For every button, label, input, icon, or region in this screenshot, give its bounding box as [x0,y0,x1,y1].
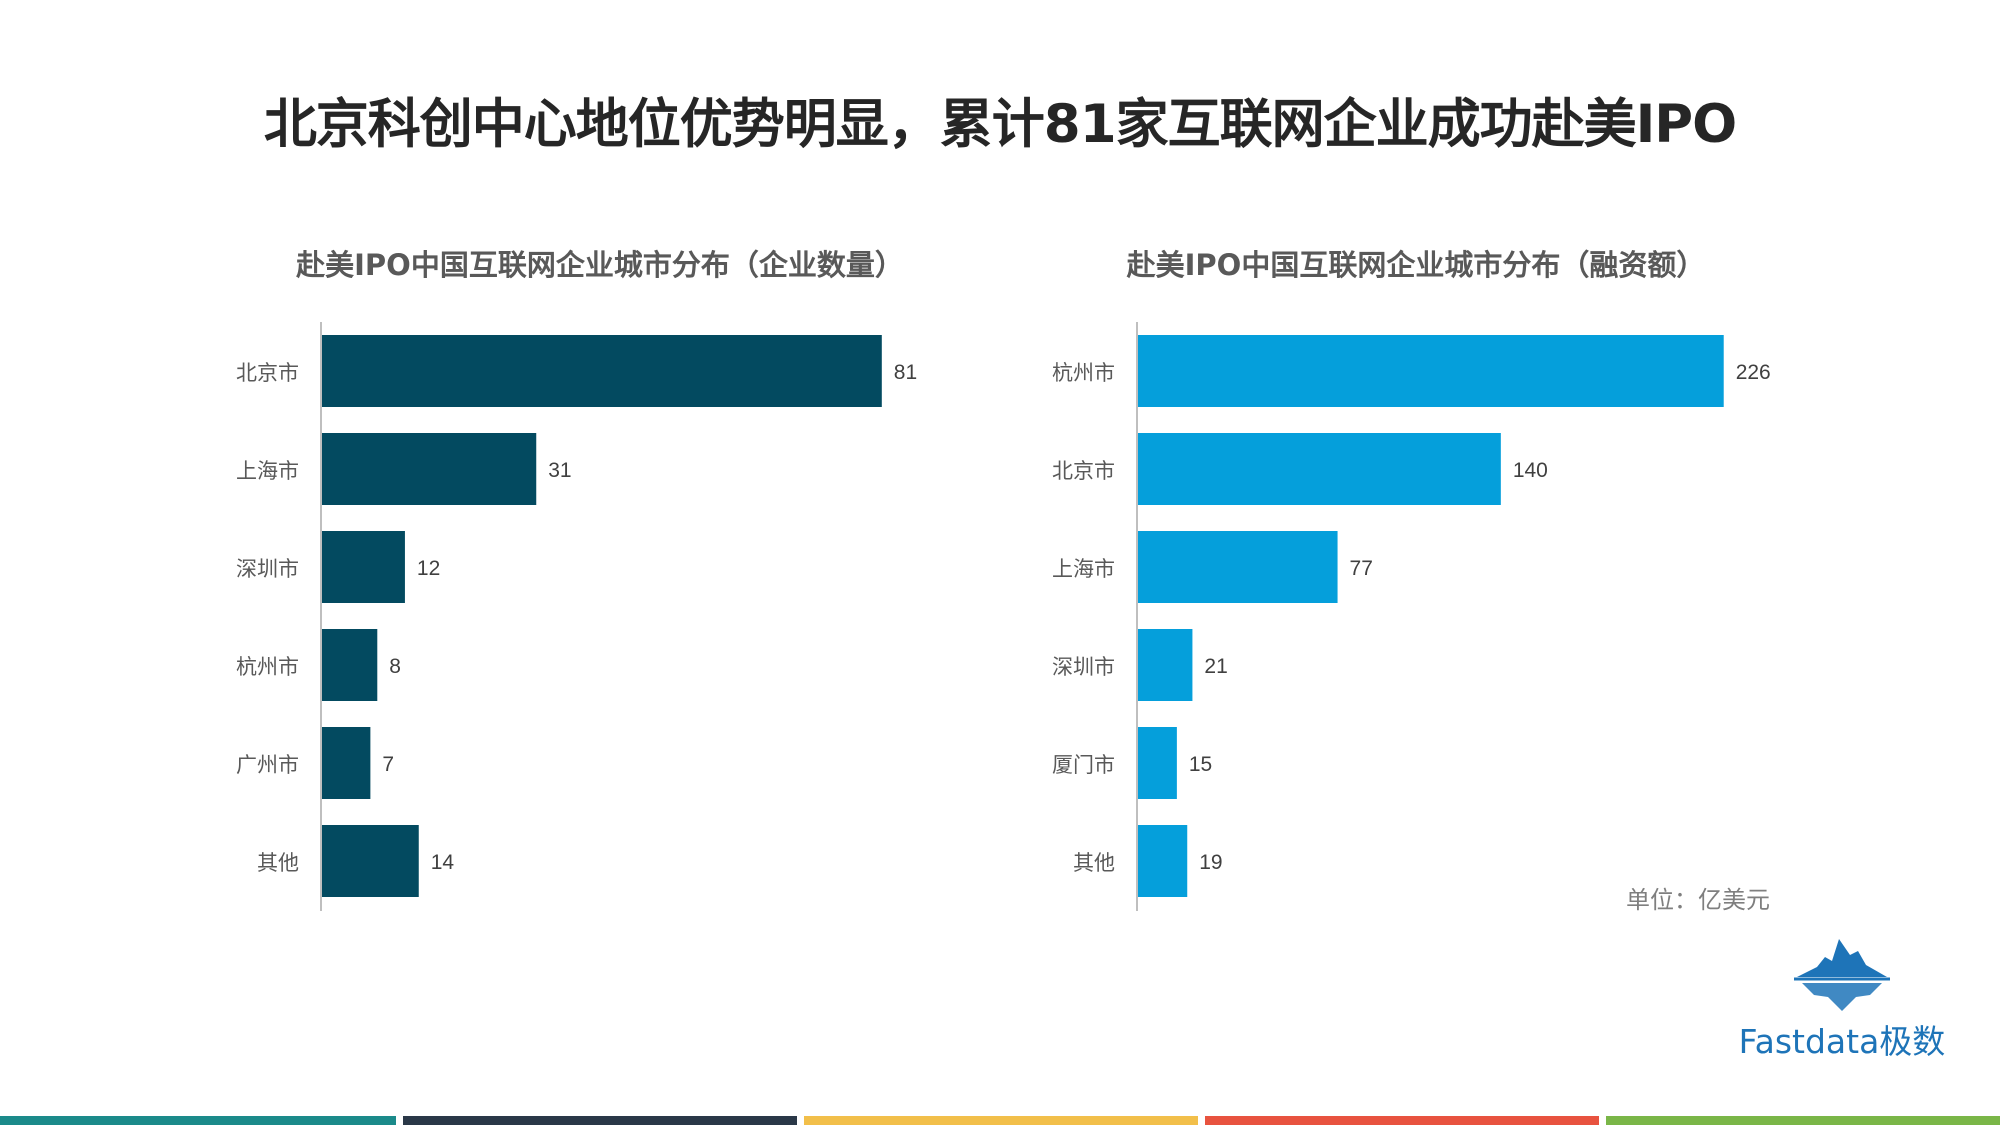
bar [1138,825,1188,897]
bar [1138,629,1193,701]
data-label: 19 [1199,851,1222,874]
category-label: 其他 [1073,851,1115,875]
bar-chart-svg: 北京市 81 上海市 31 深圳市 12 杭州市 8 广州市 7 其他 14 [236,322,917,911]
data-label: 15 [1189,753,1212,776]
data-label: 7 [382,753,394,776]
bar [322,727,371,799]
logo-text: Fastdata极数 [1738,1022,1946,1061]
bar [1138,531,1338,603]
chart-title: 赴美IPO中国互联网企业城市分布（企业数量） [296,248,904,282]
category-label: 北京市 [236,361,299,385]
bar-chart-svg: 杭州市 226 北京市 140 上海市 77 深圳市 21 厦门市 15 其他 19 [1052,322,1771,911]
footer-bar [804,1116,1198,1125]
category-label: 厦门市 [1052,753,1115,777]
category-label: 上海市 [1052,557,1115,581]
bar [322,433,537,505]
footer-bar [0,1116,396,1125]
category-label: 杭州市 [1052,361,1115,385]
data-label: 226 [1736,361,1771,384]
data-label: 8 [389,655,401,678]
data-label: 77 [1350,557,1373,580]
bar [1138,433,1501,505]
data-label: 12 [417,557,440,580]
category-label: 深圳市 [236,557,299,581]
data-label: 21 [1204,655,1227,678]
category-label: 上海市 [236,459,299,483]
unit-note: 单位：亿美元 [1626,886,1770,914]
chart-company-count: 赴美IPO中国互联网企业城市分布（企业数量） 北京市 81 上海市 31 深圳市 12 杭州… [150,232,1050,952]
data-label: 31 [548,459,571,482]
data-label: 14 [431,851,455,874]
category-label: 深圳市 [1052,655,1115,679]
data-label: 81 [894,361,917,384]
category-label: 杭州市 [236,655,299,679]
data-label: 140 [1513,459,1548,482]
category-label: 其他 [257,851,299,875]
bar [322,629,378,701]
iceberg-icon [1794,939,1890,1011]
bar [322,531,405,603]
fastdata-logo: Fastdata极数 [1732,935,1952,1061]
footer-color-bars [0,1116,2000,1125]
chart-title: 赴美IPO中国互联网企业城市分布（融资额） [1126,248,1706,282]
bar [1138,335,1724,407]
page-title: 北京科创中心地位优势明显，累计81家互联网企业成功赴美IPO [263,94,1737,155]
footer-bar [403,1116,797,1125]
category-label: 广州市 [236,753,299,777]
footer-bar [1606,1116,2000,1125]
bar [322,335,882,407]
category-label: 北京市 [1052,459,1115,483]
footer-bar [1205,1116,1599,1125]
chart-funding-amount: 赴美IPO中国互联网企业城市分布（融资额） 杭州市 226 北京市 140 上海市 77 深… [966,232,1866,952]
bar [322,825,419,897]
bar [1138,727,1177,799]
